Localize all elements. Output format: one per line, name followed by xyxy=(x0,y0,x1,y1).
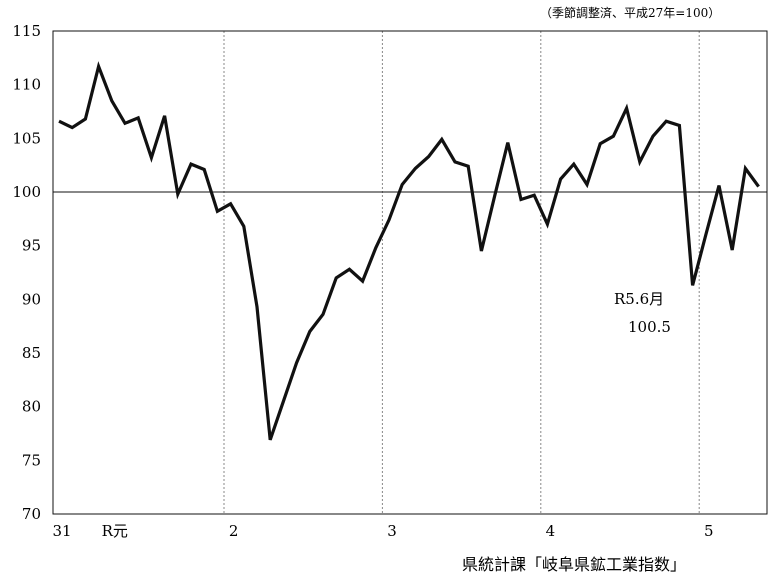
y-tick-label-115: 115 xyxy=(12,22,41,40)
data-point-3 xyxy=(97,65,100,68)
data-point-19 xyxy=(308,330,311,333)
y-tick-label-100: 100 xyxy=(12,183,41,201)
data-point-45 xyxy=(652,135,655,138)
data-point-5 xyxy=(124,122,127,125)
x-tick-label-2: 2 xyxy=(229,522,239,540)
data-point-4 xyxy=(110,99,113,102)
data-point-39 xyxy=(572,163,575,166)
data-point-34 xyxy=(506,141,509,144)
data-point-38 xyxy=(559,178,562,181)
data-point-47 xyxy=(678,124,681,127)
data-point-46 xyxy=(665,120,668,123)
y-tick-label-70: 70 xyxy=(22,505,41,523)
data-point-9 xyxy=(176,193,179,196)
x-tick-label-1: R元 xyxy=(102,522,128,540)
data-point-23 xyxy=(361,280,364,283)
data-point-7 xyxy=(150,156,153,159)
data-point-18 xyxy=(295,361,298,364)
data-point-15 xyxy=(256,305,259,308)
data-point-26 xyxy=(401,183,404,186)
data-point-52 xyxy=(744,167,747,170)
data-point-29 xyxy=(440,138,443,141)
data-point-16 xyxy=(269,438,272,441)
scale-note: （季節調整済、平成27年=100） xyxy=(540,5,720,20)
data-point-10 xyxy=(190,163,193,166)
y-tick-label-80: 80 xyxy=(22,398,41,416)
data-point-0 xyxy=(58,120,61,123)
annotation-period: R5.6月 xyxy=(614,290,664,308)
data-point-12 xyxy=(216,210,219,213)
annotation-value: 100.5 xyxy=(628,318,671,336)
data-point-24 xyxy=(374,246,377,249)
data-point-42 xyxy=(612,135,615,138)
data-point-49 xyxy=(704,233,707,236)
data-point-17 xyxy=(282,400,285,403)
data-point-2 xyxy=(84,118,87,121)
y-tick-label-95: 95 xyxy=(22,237,41,255)
data-point-53 xyxy=(757,185,760,188)
data-point-37 xyxy=(546,223,549,226)
data-point-21 xyxy=(335,276,338,279)
data-point-51 xyxy=(731,248,734,251)
data-point-40 xyxy=(586,183,589,186)
y-axis-ticks: 70 75 80 85 90 95 100 105 110 115 xyxy=(12,22,41,523)
data-point-1 xyxy=(71,126,74,129)
data-point-31 xyxy=(467,165,470,168)
data-point-14 xyxy=(242,225,245,228)
x-axis-ticks: 31 R元 2 3 4 5 xyxy=(52,522,713,540)
data-point-35 xyxy=(520,198,523,201)
y-tick-label-75: 75 xyxy=(22,451,41,469)
data-point-6 xyxy=(137,116,140,119)
source-note: 県統計課「岐阜県鉱工業指数」 xyxy=(462,555,686,574)
plot-frame xyxy=(52,30,768,515)
x-tick-label-3: 3 xyxy=(387,522,397,540)
data-point-41 xyxy=(599,142,602,145)
data-point-36 xyxy=(533,194,536,197)
series-line xyxy=(58,61,760,441)
data-point-50 xyxy=(718,184,721,187)
data-point-13 xyxy=(229,202,232,205)
y-tick-label-105: 105 xyxy=(12,129,41,147)
data-point-32 xyxy=(480,250,483,253)
data-point-25 xyxy=(388,218,391,221)
y-tick-label-90: 90 xyxy=(22,290,41,308)
data-point-28 xyxy=(427,155,430,158)
data-point-27 xyxy=(414,167,417,170)
y-tick-label-85: 85 xyxy=(22,344,41,362)
data-point-11 xyxy=(203,168,206,171)
data-point-8 xyxy=(163,114,166,117)
x-tick-label-0: 31 xyxy=(52,522,71,540)
data-point-30 xyxy=(454,160,457,163)
data-point-48 xyxy=(691,284,694,287)
y-tick-label-110: 110 xyxy=(12,76,41,94)
data-point-22 xyxy=(348,268,351,271)
x-tick-label-5: 5 xyxy=(704,522,714,540)
data-point-44 xyxy=(638,160,641,163)
x-tick-label-4: 4 xyxy=(546,522,556,540)
year-boundary-grid xyxy=(223,31,700,514)
data-point-43 xyxy=(625,107,628,110)
data-point-33 xyxy=(493,195,496,198)
data-point-20 xyxy=(322,313,325,316)
